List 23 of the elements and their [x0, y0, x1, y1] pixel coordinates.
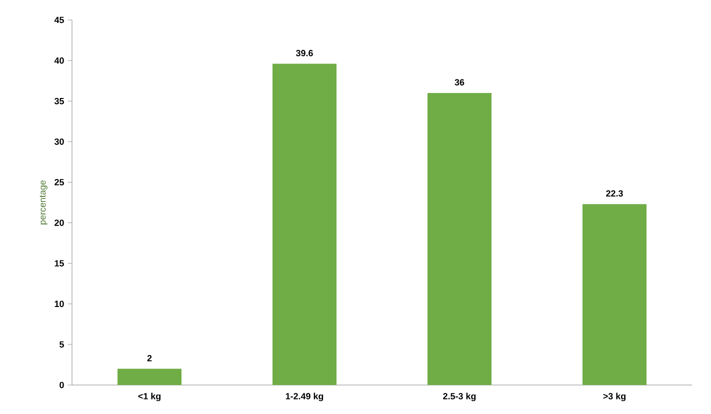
bar	[272, 64, 337, 385]
data-label: 2	[147, 354, 152, 362]
y-tick-label: 30	[54, 138, 64, 145]
y-tick-label: 45	[54, 16, 64, 24]
y-tick-label: 40	[54, 57, 64, 64]
y-tick-label: 5	[60, 341, 64, 348]
x-tick-label: <1 kg	[138, 392, 160, 402]
y-tick-label: 10	[54, 300, 64, 308]
y-axis-title: percentage	[40, 180, 48, 224]
bar	[582, 204, 647, 385]
x-tick-label: 2.5-3 kg	[443, 392, 476, 402]
x-tick-label: 1-2.49 kg	[286, 392, 324, 402]
data-label: 36	[454, 79, 464, 86]
y-tick-label: 35	[54, 98, 64, 104]
bar	[118, 368, 182, 385]
y-tick-label: 0	[60, 382, 64, 388]
data-label: 22.3	[606, 190, 623, 197]
bar	[428, 92, 492, 385]
y-tick-label: 15	[54, 260, 64, 266]
y-tick-label: 20	[54, 220, 64, 226]
y-tick-label: 25	[54, 179, 64, 186]
x-tick-label: >3 kg	[603, 392, 626, 402]
data-label: 39.6	[296, 50, 313, 56]
